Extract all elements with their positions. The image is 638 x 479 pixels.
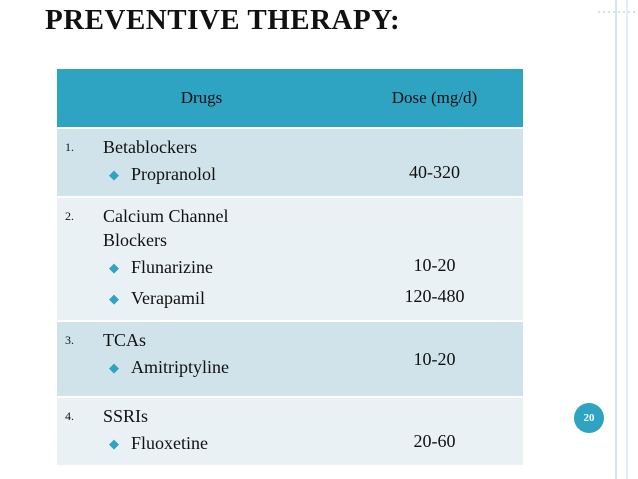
drug-cell: 2. Calcium Channel BlockersFlunarizineVer… xyxy=(57,196,346,321)
drug-item: Verapamil xyxy=(109,283,346,314)
header-row: Drugs Dose (mg/d) xyxy=(57,69,523,128)
table-row: 4. SSRIsFluoxetine 20-60 xyxy=(57,396,523,465)
drug-class: Calcium Channel Blockers xyxy=(103,206,229,250)
dose-cell: 10-20 120-480 xyxy=(346,196,523,321)
column-header: Dose (mg/d) xyxy=(346,69,523,128)
drug-class: SSRIs xyxy=(103,406,149,426)
drug-item: Flunarizine xyxy=(109,252,346,283)
title: PREVENTIVE THERAPY: xyxy=(45,4,401,36)
drug-class: TCAs xyxy=(103,330,147,350)
drug-item: Propranolol xyxy=(109,159,346,190)
drug-table: Drugs Dose (mg/d) 1. BetablockersProprano… xyxy=(57,69,523,465)
table-row: 2. Calcium Channel BlockersFlunarizineVer… xyxy=(57,196,523,321)
table-row: 1. BetablockersPropranolol 40-320 xyxy=(57,127,523,197)
row-number: 3. xyxy=(65,333,74,347)
table-body: 1. BetablockersPropranolol 40-320 2. Calcium… xyxy=(57,127,523,465)
drug-cell: 3. TCAsAmitriptyline xyxy=(57,320,346,397)
drug-item: Amitriptyline xyxy=(109,352,346,383)
row-number: 4. xyxy=(65,409,74,423)
drug-cell: 1. BetablockersPropranolol xyxy=(57,127,346,197)
column-header: Drugs xyxy=(57,69,346,128)
drug-class: Betablockers xyxy=(103,137,197,157)
dose: 120-480 xyxy=(404,286,465,306)
drug-item: Fluoxetine xyxy=(109,428,346,459)
dose-cell: 40-320 xyxy=(346,127,523,197)
dose-cell: 20-60 xyxy=(346,396,523,465)
dose: 20-60 xyxy=(413,431,456,451)
dose: 40-320 xyxy=(409,162,460,182)
dose-cell: 10-20 xyxy=(346,320,523,397)
row-number: 1. xyxy=(65,140,74,154)
drug-cell: 4. SSRIsFluoxetine xyxy=(57,396,346,465)
dose: 10-20 xyxy=(413,255,456,275)
row-number: 2. xyxy=(65,209,74,223)
dose: 10-20 xyxy=(413,349,456,369)
table-row: 3. TCAsAmitriptyline 10-20 xyxy=(57,320,523,397)
page-number: 20 xyxy=(574,403,604,433)
